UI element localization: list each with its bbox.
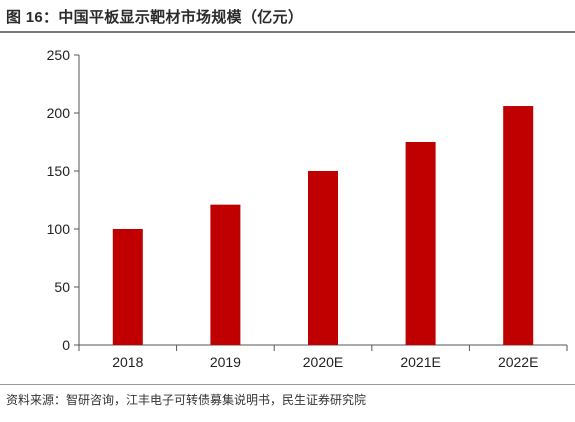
y-tick-label: 100 <box>47 221 71 237</box>
y-axis: 0 50 100 150 200 250 <box>47 47 80 353</box>
bar-2022E <box>503 106 534 345</box>
x-tick-label: 2020E <box>303 354 343 370</box>
y-tick-label: 250 <box>47 47 71 63</box>
y-tick-label: 0 <box>62 337 70 353</box>
x-axis: 2018 2019 2020E 2021E 2022E <box>78 344 568 370</box>
bar-2021E <box>405 142 436 345</box>
y-tick-label: 200 <box>47 105 71 121</box>
title-divider <box>0 31 575 33</box>
x-tick-label: 2022E <box>498 354 538 370</box>
source-note: 资料来源：智研咨询，江丰电子可转债募集说明书，民生证券研究院 <box>6 393 367 407</box>
figure-title: 图 16：中国平板显示靶材市场规模（亿元） <box>6 9 304 26</box>
x-tick-label: 2019 <box>210 354 241 370</box>
bar-2019 <box>210 204 241 345</box>
y-tick-label: 50 <box>54 279 70 295</box>
bar-2018 <box>112 229 143 345</box>
bar-2020E <box>308 171 338 345</box>
x-tick-label: 2018 <box>112 354 143 370</box>
source-divider <box>0 384 575 385</box>
x-tick-label: 2021E <box>400 354 440 370</box>
bar-series <box>112 106 534 345</box>
y-tick-label: 150 <box>47 163 71 179</box>
